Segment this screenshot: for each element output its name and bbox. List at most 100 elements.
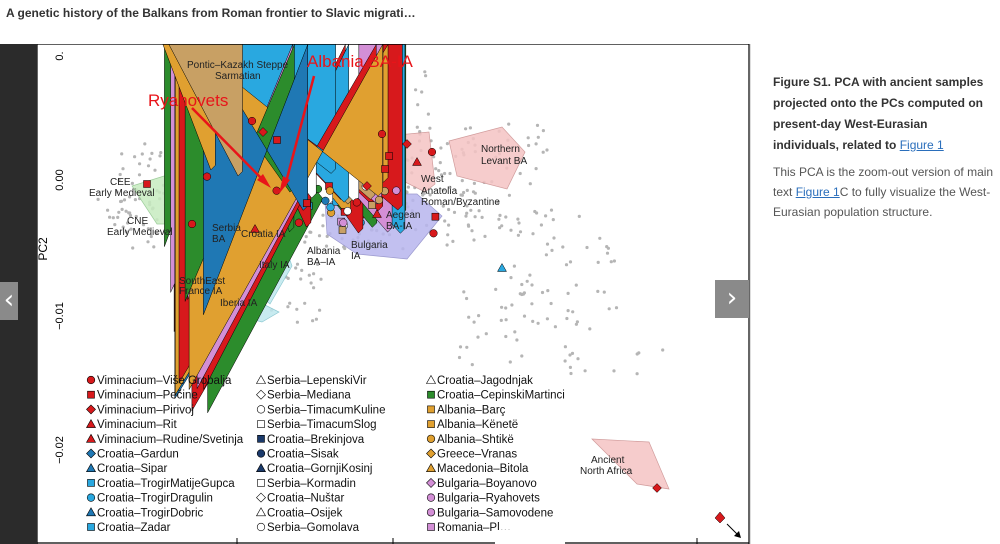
legend-label: Serbia–Gomolava: [267, 522, 360, 534]
background-point: [518, 230, 523, 234]
background-point: [441, 204, 445, 208]
background-point: [504, 334, 508, 339]
background-point: [536, 321, 540, 325]
background-point: [121, 225, 125, 229]
legend-marker: [85, 418, 97, 428]
background-point: [552, 236, 556, 240]
legend-marker: [256, 449, 266, 458]
pca-plot: 0. 0.00 −0.01 −0.02 PC2: [37, 44, 750, 544]
background-point: [148, 157, 152, 161]
background-point: [438, 161, 442, 165]
legend: Viminacium–Više Grobalja Viminacium–Pečin…: [85, 374, 565, 534]
background-point: [457, 355, 462, 360]
background-point: [295, 320, 299, 324]
sample-marker: [352, 198, 361, 207]
background-point: [513, 330, 517, 334]
background-point: [423, 70, 427, 74]
legend-marker: [256, 405, 266, 414]
background-point: [133, 198, 137, 202]
background-point: [469, 208, 473, 212]
sample-marker: [294, 218, 303, 227]
previous-figure-button[interactable]: ‹: [0, 282, 18, 320]
sample-marker: [431, 212, 440, 221]
background-point: [569, 371, 573, 376]
background-point: [121, 167, 125, 171]
legend-label: Serbia–Kormadin: [267, 478, 356, 490]
background-point: [295, 307, 299, 311]
background-point: [510, 303, 514, 307]
background-point: [111, 216, 115, 220]
background-point: [507, 193, 511, 197]
background-point: [316, 262, 320, 266]
sample-marker: [392, 186, 401, 195]
background-point: [140, 152, 144, 156]
background-point: [483, 234, 487, 238]
figure-title-link[interactable]: Figure 1: [899, 138, 944, 152]
background-point: [635, 372, 639, 376]
background-point: [520, 292, 524, 297]
background-point: [534, 142, 538, 146]
background-point: [106, 208, 110, 212]
legend-label: Viminacium–Pirivoj: [97, 404, 194, 416]
panel-divider: [750, 44, 751, 544]
background-point: [494, 287, 498, 291]
caption-body-link[interactable]: Figure 1: [795, 185, 840, 199]
background-point: [324, 244, 329, 248]
figure-image: 0. 0.00 −0.01 −0.02 PC2: [37, 44, 750, 544]
region-label: Early Medieval: [107, 227, 173, 238]
sample-marker: [427, 147, 437, 157]
ancient-samples: [143, 44, 662, 493]
top-bar: A genetic history of the Balkans from Ro…: [0, 0, 1000, 44]
background-point: [484, 332, 488, 336]
sample-marker: [187, 219, 197, 229]
background-point: [317, 234, 322, 238]
sample-marker: [325, 186, 334, 195]
region-label: Roman/Byzantine: [421, 197, 500, 208]
background-point: [545, 148, 549, 152]
legend-marker: [256, 389, 266, 400]
background-point: [661, 348, 665, 352]
region-label: Ancient: [591, 455, 625, 466]
background-point: [319, 277, 323, 281]
background-point: [443, 171, 447, 176]
background-point: [128, 213, 133, 218]
legend-marker: [425, 374, 437, 384]
background-point: [500, 305, 504, 309]
sample-marker: [385, 152, 393, 160]
background-point: [504, 215, 508, 219]
background-point: [288, 301, 292, 305]
outlier-arrowhead: [734, 531, 741, 538]
legend-label: Viminacium–Rudine/Svetinja: [97, 434, 244, 446]
legend-marker: [256, 522, 266, 532]
albania-annotation: Albania BA-IA: [307, 52, 413, 71]
background-point: [447, 207, 451, 212]
figure-viewer: 0. 0.00 −0.01 −0.02 PC2: [0, 44, 1000, 544]
legend-label: Croatia–Sisak: [267, 449, 339, 461]
background-point: [118, 172, 122, 177]
background-point: [499, 318, 503, 322]
background-point: [122, 198, 127, 202]
legend-marker: [86, 448, 96, 459]
background-point: [439, 146, 443, 150]
background-point: [467, 315, 471, 319]
legend-label: Croatia–TrogirMatijeGupca: [97, 478, 235, 490]
background-point: [321, 224, 325, 228]
y-axis-label: PC2: [37, 237, 50, 261]
background-point: [466, 223, 470, 227]
background-point: [497, 217, 501, 221]
legend-marker: [87, 523, 95, 531]
background-point: [462, 190, 466, 195]
sample-marker: [250, 223, 260, 233]
next-figure-button[interactable]: ›: [715, 280, 749, 318]
background-point: [149, 234, 153, 239]
sample-marker: [258, 127, 268, 137]
background-point: [498, 213, 502, 217]
background-point: [303, 240, 307, 244]
background-point: [533, 209, 537, 214]
background-point: [471, 190, 476, 194]
background-point: [299, 277, 303, 281]
background-point: [420, 90, 424, 94]
background-point: [452, 210, 457, 214]
legend-label: Croatia–Osijek: [267, 507, 343, 519]
background-point: [540, 290, 545, 295]
